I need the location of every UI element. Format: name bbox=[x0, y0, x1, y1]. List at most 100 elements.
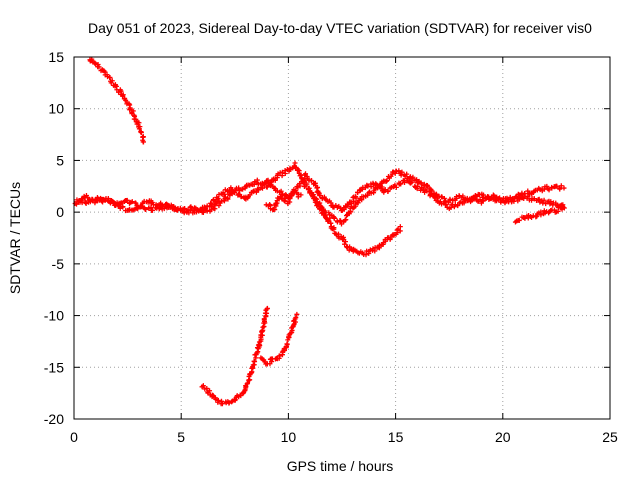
data-point bbox=[277, 353, 283, 359]
data-point bbox=[120, 204, 126, 210]
data-point bbox=[408, 180, 414, 186]
data-point bbox=[525, 194, 531, 200]
plot-frame bbox=[73, 56, 611, 420]
data-points bbox=[72, 56, 567, 407]
data-point bbox=[399, 169, 405, 175]
data-point bbox=[136, 120, 142, 126]
x-tick-label: 5 bbox=[177, 429, 185, 445]
data-point bbox=[236, 185, 242, 191]
data-point bbox=[432, 195, 438, 201]
y-axis-label: SDTVAR / TECUs bbox=[7, 182, 23, 294]
data-point bbox=[204, 203, 210, 209]
data-point bbox=[355, 190, 361, 196]
data-point bbox=[396, 168, 402, 174]
data-point bbox=[538, 212, 544, 218]
data-point bbox=[439, 201, 445, 207]
data-point bbox=[188, 207, 194, 213]
data-point bbox=[365, 192, 371, 198]
x-tick-label: 0 bbox=[70, 429, 78, 445]
data-point bbox=[321, 211, 327, 217]
chart-title: Day 051 of 2023, Sidereal Day-to-day VTE… bbox=[88, 20, 592, 36]
data-point bbox=[495, 196, 501, 202]
data-point bbox=[359, 186, 365, 192]
data-point bbox=[303, 171, 309, 177]
data-point bbox=[557, 186, 563, 192]
data-point bbox=[293, 315, 299, 321]
data-point bbox=[480, 192, 486, 198]
data-point bbox=[207, 388, 213, 394]
data-point bbox=[120, 93, 126, 99]
y-tick-label: -10 bbox=[44, 308, 64, 324]
data-point bbox=[204, 385, 210, 391]
data-point bbox=[233, 188, 239, 194]
data-point bbox=[247, 192, 253, 198]
data-point bbox=[138, 130, 144, 136]
data-point bbox=[161, 206, 167, 212]
data-point bbox=[383, 238, 389, 244]
data-point bbox=[225, 195, 231, 201]
data-point bbox=[480, 194, 486, 200]
data-point bbox=[219, 401, 225, 407]
data-point bbox=[393, 184, 399, 190]
y-tick-label: -20 bbox=[44, 411, 64, 427]
data-point bbox=[260, 324, 266, 330]
data-point bbox=[553, 200, 559, 206]
data-point bbox=[397, 224, 403, 230]
data-point bbox=[221, 191, 227, 197]
data-point bbox=[213, 396, 219, 402]
data-point bbox=[393, 169, 399, 175]
data-point bbox=[303, 183, 309, 189]
data-point bbox=[215, 397, 221, 403]
data-point bbox=[261, 317, 267, 323]
data-point bbox=[129, 199, 135, 205]
data-point bbox=[254, 177, 260, 183]
data-point bbox=[284, 341, 290, 347]
data-point bbox=[342, 239, 348, 245]
data-point bbox=[269, 359, 275, 365]
data-point bbox=[279, 169, 285, 175]
y-ticks: -20 -15 -10 -5 0 5 10 15 bbox=[44, 49, 610, 427]
data-point bbox=[343, 217, 349, 223]
data-point bbox=[331, 226, 337, 232]
data-point bbox=[410, 174, 416, 180]
data-point bbox=[546, 187, 552, 193]
data-point bbox=[561, 205, 567, 211]
y-tick-label: 5 bbox=[56, 152, 64, 168]
data-point bbox=[536, 196, 542, 202]
data-point bbox=[549, 184, 555, 190]
data-point bbox=[215, 195, 221, 201]
y-tick-label: -5 bbox=[52, 256, 65, 272]
data-point bbox=[548, 199, 554, 205]
data-point bbox=[274, 175, 280, 181]
data-point bbox=[355, 200, 361, 206]
data-point bbox=[127, 106, 133, 112]
data-point bbox=[363, 252, 369, 258]
data-point bbox=[404, 171, 410, 177]
data-point bbox=[171, 203, 177, 209]
data-point bbox=[397, 228, 403, 234]
data-point bbox=[409, 179, 415, 185]
data-point bbox=[124, 197, 130, 203]
data-point bbox=[272, 207, 278, 213]
data-point bbox=[394, 230, 400, 236]
data-point bbox=[238, 194, 244, 200]
x-ticks: 0 5 10 15 20 25 bbox=[70, 57, 618, 445]
data-point bbox=[561, 185, 567, 191]
data-point bbox=[96, 64, 102, 70]
data-point bbox=[382, 187, 388, 193]
data-point bbox=[460, 193, 466, 199]
data-point bbox=[232, 397, 238, 403]
data-point bbox=[385, 188, 391, 194]
data-point bbox=[137, 124, 143, 130]
data-point bbox=[94, 194, 100, 200]
data-point bbox=[109, 78, 115, 84]
data-point bbox=[317, 192, 323, 198]
data-point bbox=[309, 178, 315, 184]
data-point bbox=[244, 381, 250, 387]
data-point bbox=[116, 203, 122, 209]
y-tick-label: 0 bbox=[56, 204, 64, 220]
data-point bbox=[256, 187, 262, 193]
data-point bbox=[133, 200, 139, 206]
x-axis-label: GPS time / hours bbox=[287, 458, 394, 474]
series-arc-6 bbox=[87, 56, 146, 145]
